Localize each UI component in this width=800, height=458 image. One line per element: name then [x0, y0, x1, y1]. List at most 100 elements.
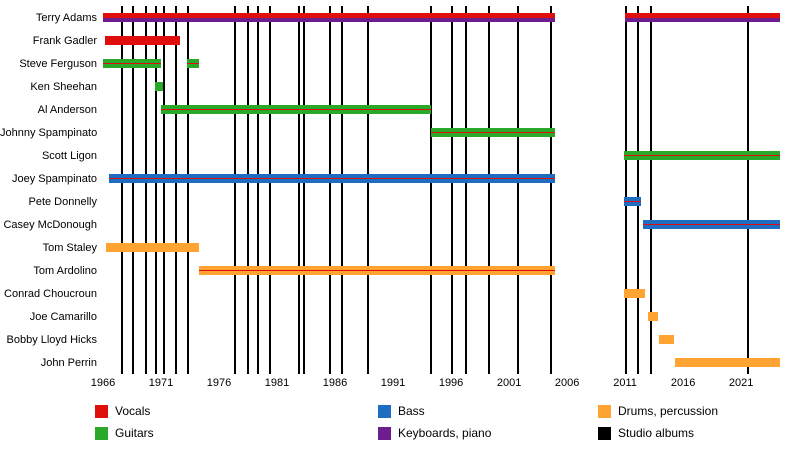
- role-stripe-drums: [199, 266, 556, 270]
- role-stripe-drums: [674, 358, 780, 367]
- member-tenure-bar: [103, 59, 161, 68]
- legend-swatch-keyboards: [378, 426, 391, 440]
- role-stripe-bass: [642, 225, 780, 229]
- role-stripe-drums: [648, 312, 658, 321]
- member-tenure-bar: [155, 82, 164, 91]
- x-axis-tick-label: 2021: [728, 377, 754, 389]
- role-stripe-vocals: [431, 131, 556, 134]
- role-stripe-vocals: [199, 269, 556, 272]
- role-stripe-vocals: [105, 36, 180, 45]
- member-name-label: Johnny Spampinato: [0, 126, 98, 139]
- member-name-label: Frank Gadler: [32, 34, 97, 47]
- studio-album-line: [366, 6, 369, 374]
- role-stripe-vocals: [623, 200, 642, 203]
- member-tenure-bar: [186, 59, 200, 68]
- legend-label: Studio albums: [618, 426, 695, 440]
- member-tenure-bar: [199, 266, 556, 275]
- member-name-label: Joe Camarillo: [29, 310, 97, 323]
- member-name-label: Terry Adams: [35, 11, 97, 24]
- role-stripe-guitars: [161, 105, 432, 109]
- legend-item-drums: Drums, percussion: [598, 404, 718, 418]
- x-axis-tick-label: 2016: [670, 377, 696, 389]
- role-stripe-keyboards: [103, 17, 556, 22]
- studio-album-line: [132, 6, 135, 374]
- legend-swatch-albums: [598, 426, 611, 440]
- studio-album-line: [175, 6, 178, 374]
- studio-album-line: [329, 6, 332, 374]
- role-stripe-bass: [642, 220, 780, 224]
- role-stripe-bass: [108, 179, 556, 183]
- legend-label: Keyboards, piano: [398, 426, 492, 440]
- studio-album-line: [234, 6, 237, 374]
- member-tenure-bar: [106, 243, 200, 252]
- studio-album-line: [186, 6, 189, 374]
- role-stripe-guitars: [161, 110, 432, 114]
- legend-swatch-vocals: [95, 404, 108, 418]
- role-stripe-guitars: [103, 64, 161, 68]
- x-axis-tick-label: 2011: [613, 377, 637, 389]
- member-tenure-bar: [108, 174, 556, 183]
- x-axis-tick-label: 1996: [438, 377, 464, 389]
- studio-album-line: [269, 6, 272, 374]
- role-stripe-bass: [623, 197, 642, 201]
- role-stripe-guitars: [155, 82, 164, 91]
- studio-album-line: [625, 6, 628, 374]
- role-stripe-drums: [658, 335, 674, 344]
- legend-item-albums: Studio albums: [598, 426, 694, 440]
- role-stripe-vocals: [186, 62, 200, 65]
- member-name-label: Ken Sheehan: [30, 80, 97, 93]
- member-tenure-bar: [431, 128, 556, 137]
- legend-swatch-guitars: [95, 426, 108, 440]
- studio-album-line: [430, 6, 433, 374]
- studio-album-line: [302, 6, 305, 374]
- x-axis-tick-label: 1981: [264, 377, 290, 389]
- studio-album-line: [649, 6, 652, 374]
- member-tenure-bar: [105, 36, 180, 45]
- role-stripe-guitars: [431, 133, 556, 137]
- legend-swatch-drums: [598, 404, 611, 418]
- member-name-label: John Perrin: [40, 356, 97, 369]
- studio-album-line: [163, 6, 166, 374]
- member-name-label: Joey Spampinato: [12, 172, 97, 185]
- member-name-label: Al Anderson: [37, 103, 97, 116]
- studio-album-line: [465, 6, 468, 374]
- x-axis-tick-label: 1971: [148, 377, 174, 389]
- member-tenure-bar: [674, 358, 780, 367]
- role-stripe-keyboards: [625, 17, 780, 22]
- member-name-label: Steve Ferguson: [19, 57, 97, 70]
- role-stripe-vocals: [625, 13, 780, 18]
- member-tenure-bar: [623, 289, 645, 298]
- role-stripe-vocals: [642, 223, 780, 226]
- studio-album-line: [144, 6, 147, 374]
- studio-album-line: [517, 6, 520, 374]
- member-tenure-bar: [625, 13, 780, 22]
- studio-album-line: [257, 6, 260, 374]
- x-axis-tick-label: 2006: [554, 377, 580, 389]
- role-stripe-guitars: [103, 59, 161, 63]
- member-tenure-bar: [648, 312, 658, 321]
- studio-album-line: [549, 6, 552, 374]
- member-tenure-bar: [623, 151, 780, 160]
- member-name-label: Tom Staley: [42, 241, 97, 254]
- member-name-label: Casey McDonough: [3, 218, 97, 231]
- x-axis-tick-label: 1986: [322, 377, 348, 389]
- member-tenure-bar: [161, 105, 432, 114]
- role-stripe-drums: [106, 243, 200, 252]
- role-stripe-vocals: [161, 108, 432, 111]
- studio-album-line: [298, 6, 301, 374]
- legend-label: Vocals: [115, 404, 151, 418]
- role-stripe-bass: [108, 174, 556, 178]
- x-axis-tick-label: 1966: [90, 377, 116, 389]
- legend-label: Bass: [398, 404, 425, 418]
- role-stripe-bass: [623, 202, 642, 206]
- legend-label: Drums, percussion: [618, 404, 719, 418]
- legend-item-keyboards: Keyboards, piano: [378, 426, 491, 440]
- studio-album-line: [488, 6, 491, 374]
- role-stripe-guitars: [623, 151, 780, 155]
- member-name-label: Conrad Choucroun: [4, 287, 97, 300]
- role-stripe-guitars: [431, 128, 556, 132]
- member-name-label: Bobby Lloyd Hicks: [6, 333, 98, 346]
- role-stripe-drums: [623, 289, 645, 298]
- role-stripe-guitars: [623, 156, 780, 160]
